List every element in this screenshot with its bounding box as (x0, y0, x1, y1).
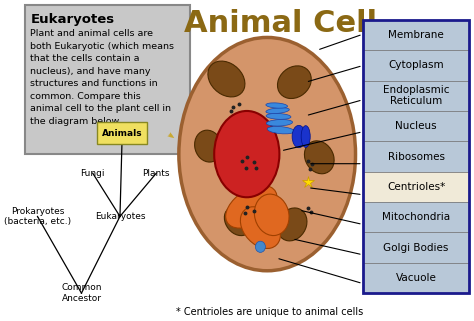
FancyBboxPatch shape (97, 123, 147, 144)
Text: Membrane: Membrane (388, 30, 444, 40)
Text: * Centrioles are unique to animal cells: * Centrioles are unique to animal cells (176, 307, 363, 317)
Text: Common
Ancestor: Common Ancestor (61, 283, 102, 303)
Ellipse shape (226, 186, 277, 228)
Ellipse shape (266, 119, 292, 126)
Ellipse shape (266, 113, 291, 119)
Text: Eukaryotes: Eukaryotes (30, 13, 114, 26)
Ellipse shape (255, 241, 265, 252)
Text: Mitochondria: Mitochondria (382, 212, 450, 222)
Ellipse shape (179, 38, 356, 271)
Ellipse shape (266, 108, 289, 114)
Text: Plants: Plants (143, 169, 170, 178)
FancyBboxPatch shape (363, 141, 469, 172)
Ellipse shape (292, 125, 306, 148)
FancyBboxPatch shape (363, 263, 469, 293)
Ellipse shape (224, 207, 251, 236)
Ellipse shape (301, 126, 310, 147)
Text: Fungi: Fungi (81, 169, 105, 178)
Text: Plant and animal cells are
both Eukaryotic (which means
that the cells contain a: Plant and animal cells are both Eukaryot… (30, 30, 174, 126)
Ellipse shape (267, 126, 294, 134)
FancyBboxPatch shape (363, 50, 469, 81)
Ellipse shape (277, 208, 307, 241)
Text: Nucleus: Nucleus (395, 121, 437, 131)
Text: Endoplasmic
Reticulum: Endoplasmic Reticulum (383, 85, 449, 106)
Ellipse shape (255, 194, 289, 236)
FancyBboxPatch shape (363, 20, 469, 293)
Text: Animals: Animals (102, 129, 143, 138)
FancyBboxPatch shape (25, 5, 190, 154)
Text: Prokaryotes
(bacteria, etc.): Prokaryotes (bacteria, etc.) (4, 207, 71, 226)
Ellipse shape (266, 103, 288, 108)
Ellipse shape (195, 130, 222, 162)
FancyBboxPatch shape (363, 20, 469, 50)
Text: Cytoplasm: Cytoplasm (388, 60, 444, 70)
FancyBboxPatch shape (363, 172, 469, 202)
Text: Golgi Bodies: Golgi Bodies (383, 243, 449, 253)
Ellipse shape (277, 66, 311, 99)
Ellipse shape (214, 111, 279, 197)
Ellipse shape (304, 141, 334, 174)
FancyBboxPatch shape (363, 202, 469, 232)
FancyBboxPatch shape (363, 81, 469, 111)
FancyBboxPatch shape (363, 111, 469, 141)
Text: Centrioles*: Centrioles* (387, 182, 445, 192)
Text: Animal Cell: Animal Cell (184, 9, 377, 38)
Ellipse shape (208, 61, 245, 97)
FancyBboxPatch shape (363, 232, 469, 263)
Ellipse shape (240, 207, 281, 248)
Text: Eukaryotes: Eukaryotes (95, 212, 145, 221)
Text: Ribosomes: Ribosomes (388, 152, 445, 161)
Text: Vacuole: Vacuole (396, 273, 437, 283)
